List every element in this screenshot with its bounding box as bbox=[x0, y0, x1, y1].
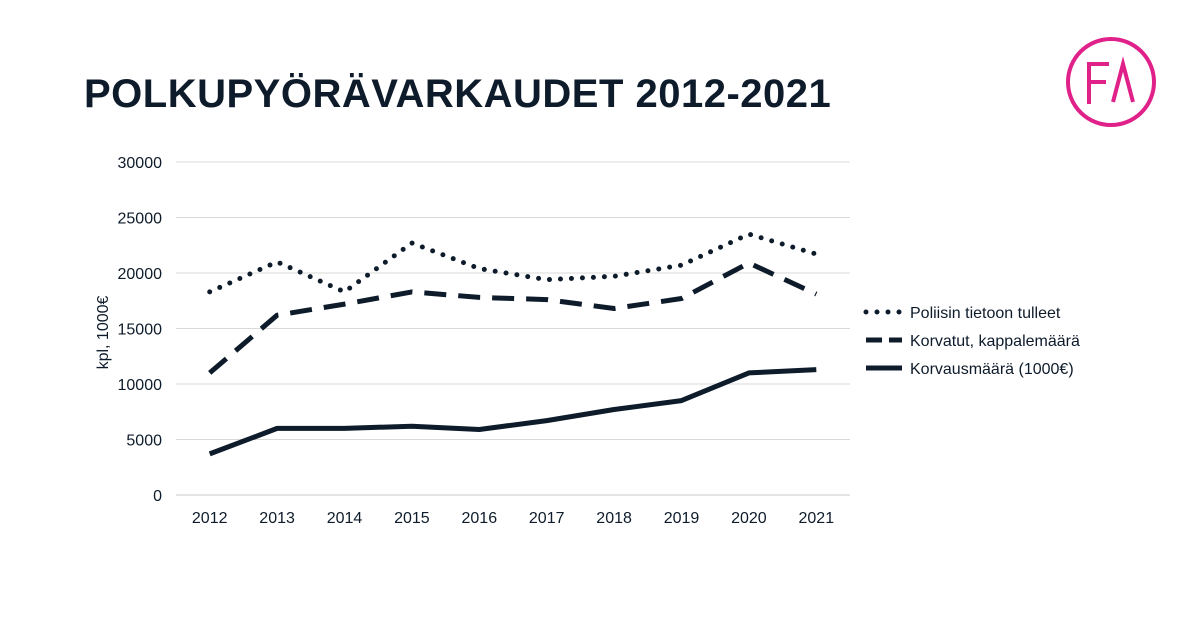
logo-ring bbox=[1066, 37, 1156, 127]
x-tick-label: 2013 bbox=[259, 510, 295, 527]
y-axis-label: kpl, 1000€ bbox=[95, 295, 112, 369]
legend-label: Korvausmäärä (1000€) bbox=[910, 361, 1074, 378]
series-line-solid bbox=[208, 367, 817, 457]
series-line-dotted bbox=[207, 231, 819, 295]
y-tick-label: 25000 bbox=[118, 211, 163, 228]
y-tick-label: 30000 bbox=[118, 155, 163, 172]
chart-title: POLKUPYÖRÄVARKAUDET 2012-2021 bbox=[84, 72, 832, 116]
fa-logo-icon bbox=[1066, 37, 1156, 127]
x-tick-label: 2019 bbox=[664, 510, 700, 527]
y-tick-label: 15000 bbox=[118, 322, 163, 339]
x-tick-label: 2014 bbox=[327, 510, 363, 527]
x-tick-label: 2020 bbox=[731, 510, 767, 527]
legend-label: Poliisin tietoon tulleet bbox=[910, 305, 1061, 322]
legend-label: Korvatut, kappalemäärä bbox=[910, 333, 1080, 350]
x-tick-label: 2012 bbox=[192, 510, 228, 527]
y-tick-label: 5000 bbox=[126, 433, 162, 450]
series-line-dashed bbox=[208, 260, 818, 375]
y-tick-label: 10000 bbox=[118, 377, 163, 394]
y-tick-label: 20000 bbox=[118, 266, 163, 283]
x-tick-label: 2017 bbox=[529, 510, 565, 527]
x-tick-label: 2016 bbox=[462, 510, 498, 527]
x-tick-label: 2021 bbox=[799, 510, 835, 527]
x-tick-label: 2015 bbox=[394, 510, 430, 527]
x-tick-label: 2018 bbox=[596, 510, 632, 527]
logo-letter-a bbox=[1111, 56, 1135, 103]
logo-letter-f bbox=[1087, 62, 1109, 104]
y-tick-label: 0 bbox=[153, 488, 162, 505]
